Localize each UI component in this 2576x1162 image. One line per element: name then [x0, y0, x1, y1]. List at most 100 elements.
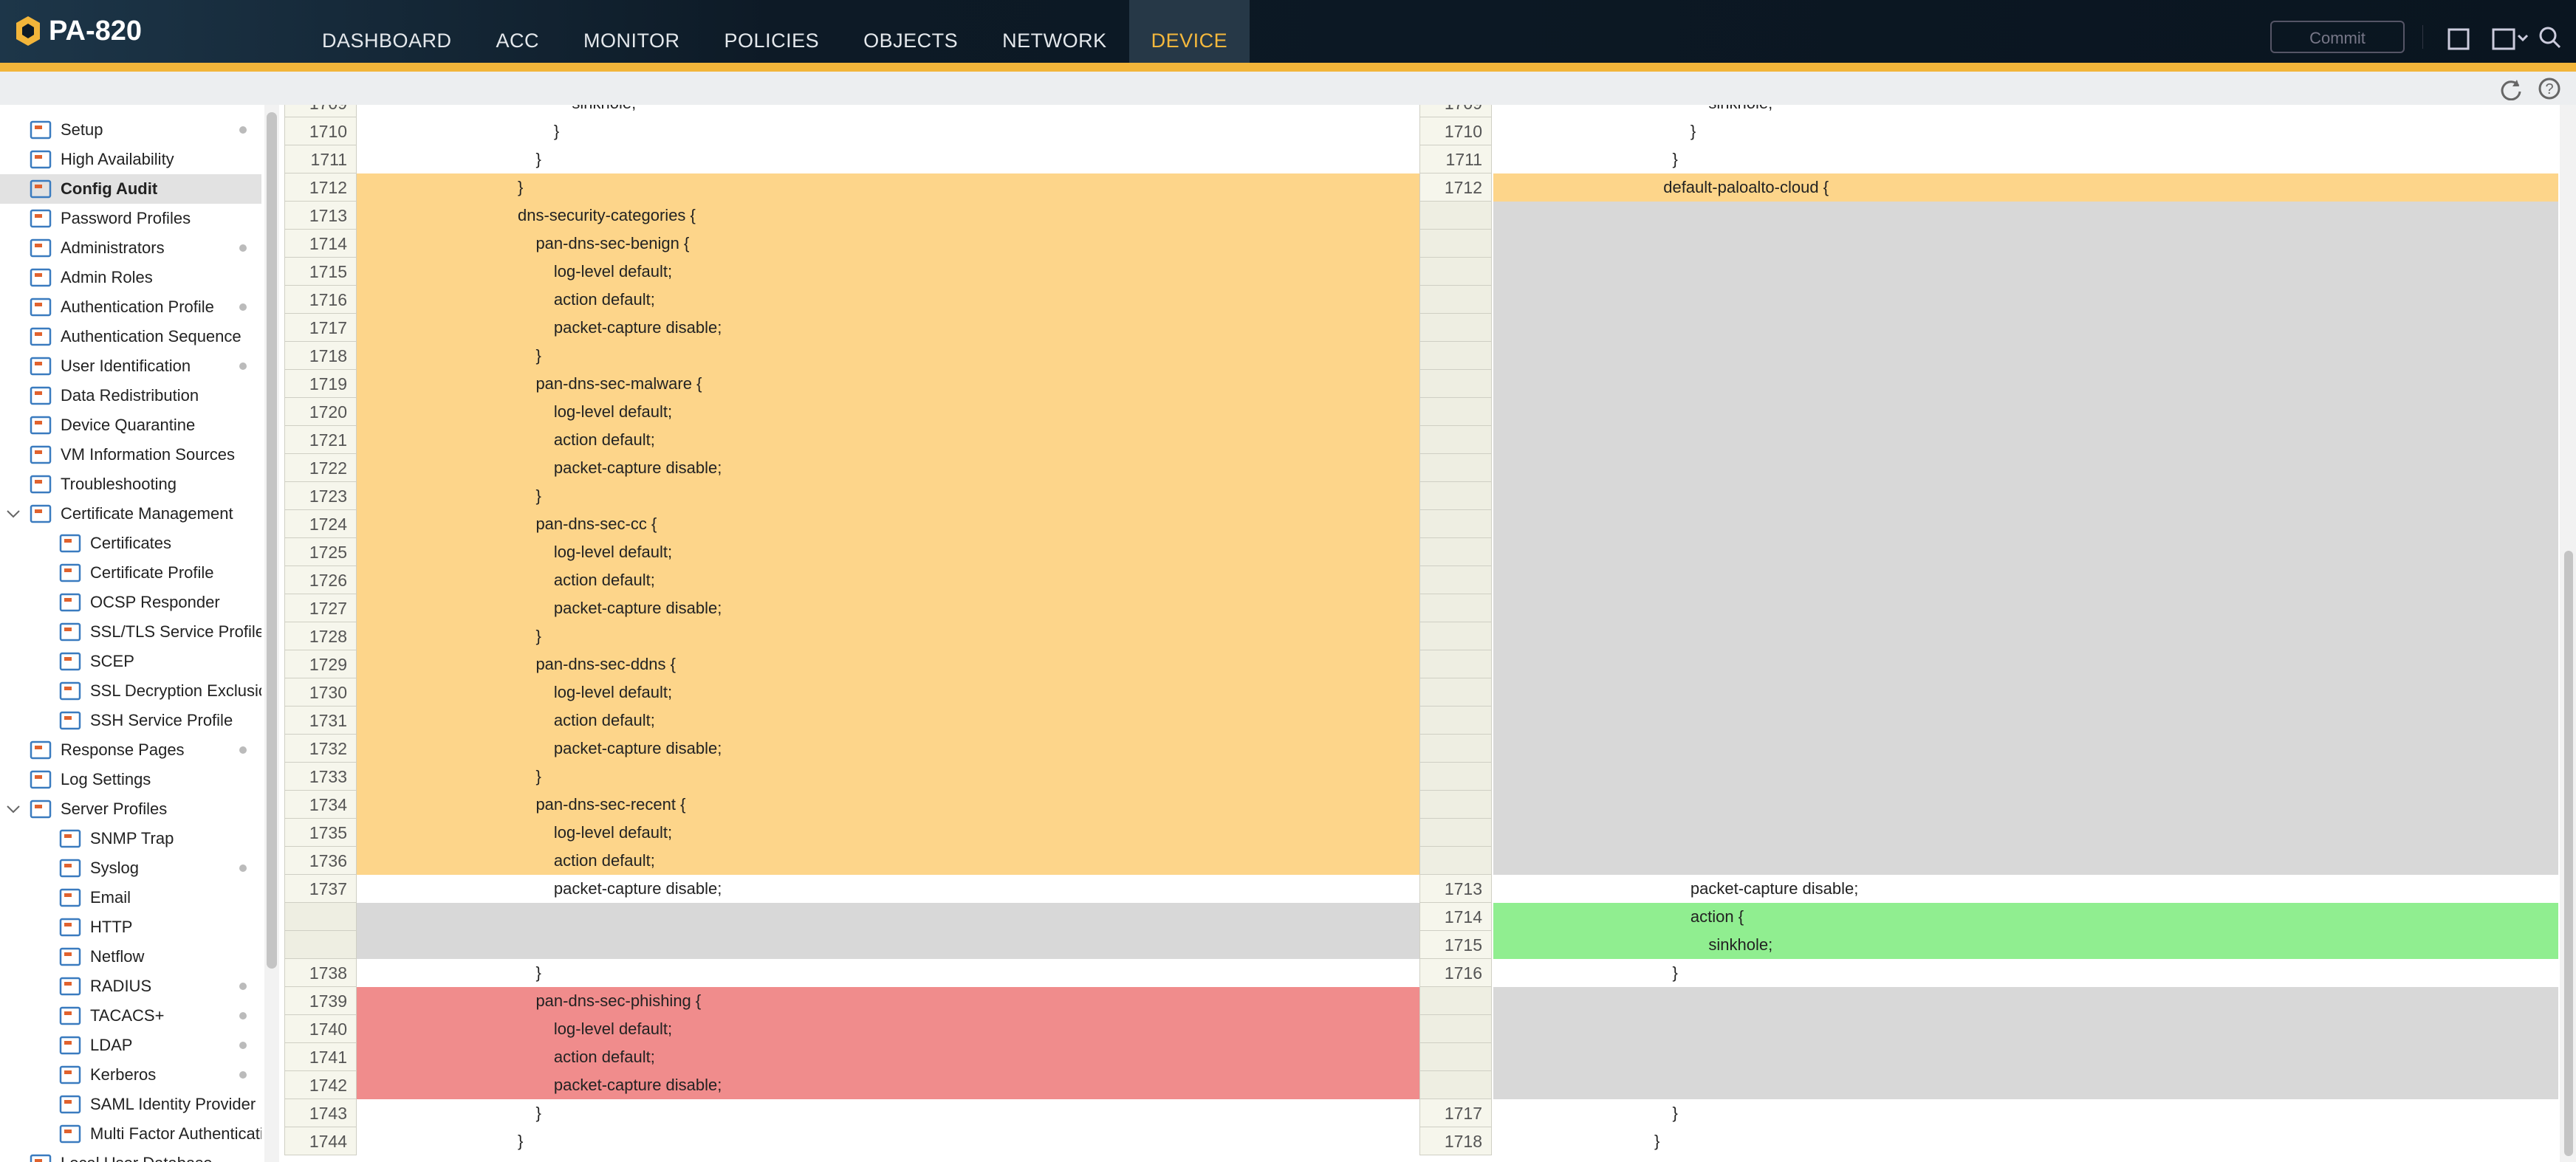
code-line	[1493, 342, 2558, 370]
nav-tree-item[interactable]: Admin Roles	[0, 263, 261, 292]
nav-tree-item[interactable]: Syslog	[0, 853, 261, 883]
nav-tree-item[interactable]: Netflow	[0, 942, 261, 972]
nav-tree-item[interactable]: Authentication Profile	[0, 292, 261, 322]
line-number: 1732	[284, 735, 357, 763]
tree-icon	[59, 563, 81, 582]
nav-tree-item[interactable]: Device Quarantine	[0, 410, 261, 440]
nav-tree-item[interactable]: Server Profiles	[0, 794, 261, 824]
nav-tree-item[interactable]: Setup	[0, 115, 261, 145]
diff-row: 1711 } 1711 }	[283, 145, 2558, 173]
code-line	[1493, 510, 2558, 538]
nav-tree-item[interactable]: Email	[0, 883, 261, 912]
line-number: 1715	[1419, 931, 1492, 959]
line-number	[1419, 594, 1492, 622]
nav-tree-item[interactable]: TACACS+	[0, 1001, 261, 1031]
code-line: sinkhole;	[1493, 931, 2558, 959]
nav-item[interactable]: MONITOR	[583, 30, 680, 52]
line-number: 1727	[284, 594, 357, 622]
code-line	[1493, 566, 2558, 594]
nav-tree-item[interactable]: Certificate Management	[0, 499, 261, 529]
nav-tree-item[interactable]: Troubleshooting	[0, 470, 261, 499]
nav-tree-item[interactable]: Certificates	[0, 529, 261, 558]
nav-tree-item[interactable]: SSL/TLS Service Profile	[0, 617, 261, 647]
nav-tree-item[interactable]: Log Settings	[0, 765, 261, 794]
nav-tree-item[interactable]: Data Redistribution	[0, 381, 261, 410]
nav-tree-item[interactable]: Response Pages	[0, 735, 261, 765]
code-line: log-level default;	[357, 678, 1419, 707]
nav-item[interactable]: OBJECTS	[863, 30, 959, 52]
nav-tree-item[interactable]: Multi Factor Authentication	[0, 1119, 261, 1149]
nav-tree-item[interactable]: Local User Database	[0, 1149, 261, 1162]
tree-icon	[30, 445, 52, 464]
tree-label: Certificate Profile	[90, 563, 214, 582]
nav-tree-item[interactable]: OCSP Responder	[0, 588, 261, 617]
tree-icon	[59, 1036, 247, 1055]
top-icons	[2422, 25, 2561, 50]
line-number: 1739	[284, 987, 357, 1015]
tree-label: SNMP Trap	[90, 829, 174, 848]
code-line: }	[357, 482, 1419, 510]
nav-item[interactable]: ACC	[496, 30, 540, 52]
code-line	[1493, 426, 2558, 454]
nav-tree-item[interactable]: Config Audit	[0, 174, 261, 204]
tree-label: Email	[90, 888, 131, 907]
code-line: packet-capture disable;	[357, 875, 1419, 903]
code-line: }	[1493, 117, 2558, 145]
nav-tree-item[interactable]: SAML Identity Provider	[0, 1090, 261, 1119]
nav-tree-item[interactable]: Kerberos	[0, 1060, 261, 1090]
nav-tree-item[interactable]: RADIUS	[0, 972, 261, 1001]
diff-row: 1737 packet-capture disable; 1713 packet-…	[283, 875, 2558, 903]
diff-row: 1721 action default;	[283, 426, 2558, 454]
nav-tree-item[interactable]: Password Profiles	[0, 204, 261, 233]
diff-row: 1716 action default;	[283, 286, 2558, 314]
nav-tree-item[interactable]: Administrators	[0, 233, 261, 263]
line-number: 1716	[1419, 959, 1492, 987]
tree-label: Authentication Profile	[61, 298, 214, 316]
nav-tree-item[interactable]: SSH Service Profile	[0, 706, 261, 735]
line-number	[1419, 398, 1492, 426]
nav-item[interactable]: DASHBOARD	[322, 30, 452, 52]
code-line: }	[357, 342, 1419, 370]
nav-tree-item[interactable]: SSL Decryption Exclusion	[0, 676, 261, 706]
nav-tree-item[interactable]: VM Information Sources	[0, 440, 261, 470]
tree-icon	[7, 800, 52, 819]
nav-item[interactable]: POLICIES	[724, 30, 820, 52]
tree-label: HTTP	[90, 918, 133, 936]
diff-row: 1742 packet-capture disable;	[283, 1071, 2558, 1099]
code-line	[1493, 258, 2558, 286]
accent-strip	[0, 63, 2576, 72]
code-line: }	[357, 763, 1419, 791]
nav-tree-item[interactable]: SNMP Trap	[0, 824, 261, 853]
code-line: }	[1493, 959, 2558, 987]
line-number	[1419, 342, 1492, 370]
nav-tree-item[interactable]: HTTP	[0, 912, 261, 942]
code-line	[1493, 650, 2558, 678]
tree-label: Log Settings	[61, 770, 151, 788]
tree-icon	[59, 1095, 81, 1114]
nav-tree-item[interactable]: User Identification	[0, 351, 261, 381]
nav-item[interactable]: DEVICE	[1128, 0, 1250, 63]
nav-tree-item[interactable]: Certificate Profile	[0, 558, 261, 588]
line-number	[1419, 314, 1492, 342]
tree-icon	[30, 150, 52, 169]
code-line	[1493, 454, 2558, 482]
nav-item[interactable]: NETWORK	[1002, 30, 1107, 52]
nav-tree-item[interactable]: LDAP	[0, 1031, 261, 1060]
line-number: 1734	[284, 791, 357, 819]
tree-icon	[59, 1124, 81, 1144]
line-number	[1419, 1043, 1492, 1071]
diff-row: 1732 packet-capture disable;	[283, 735, 2558, 763]
tree-label: Response Pages	[61, 740, 185, 759]
commit-button[interactable]: Commit	[2270, 21, 2405, 53]
code-line: log-level default;	[357, 1015, 1419, 1043]
nav-tree-item[interactable]: SCEP	[0, 647, 261, 676]
nav-tree-item[interactable]: Authentication Sequence	[0, 322, 261, 351]
code-line: packet-capture disable;	[357, 735, 1419, 763]
line-number: 1737	[284, 875, 357, 903]
nav-tree-item[interactable]: High Availability	[0, 145, 261, 174]
tree-label: Troubleshooting	[61, 475, 177, 493]
line-number: 1742	[284, 1071, 357, 1099]
tree-label: Admin Roles	[61, 268, 153, 286]
line-number	[1419, 650, 1492, 678]
logo-text: PA-820	[49, 15, 143, 47]
